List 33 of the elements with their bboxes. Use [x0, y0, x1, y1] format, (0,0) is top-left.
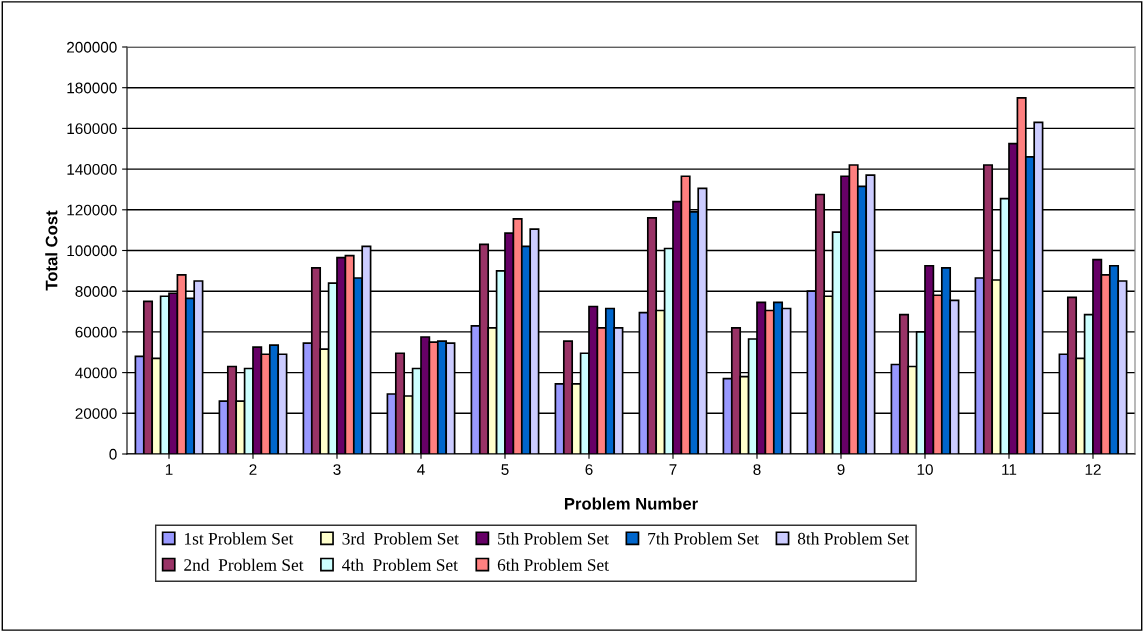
- x-tick-label: 10: [917, 464, 933, 475]
- x-tick-label: 6: [585, 464, 593, 475]
- legend-label: 8th Problem Set: [797, 532, 910, 545]
- y-axis-title: Total Cost: [45, 210, 58, 291]
- x-tick-label: 3: [333, 464, 341, 475]
- x-tick-label: 4: [417, 464, 425, 475]
- y-tick-label: 160000: [67, 123, 117, 135]
- x-tick-label: 5: [501, 464, 509, 475]
- x-tick-label: 12: [1085, 464, 1101, 475]
- y-tick-label: 180000: [67, 82, 117, 94]
- y-tick-label: 200000: [67, 41, 117, 53]
- legend-label: 5th Problem Set: [498, 532, 609, 545]
- x-tick-label: 7: [669, 464, 677, 475]
- x-tick-label: 11: [1002, 464, 1017, 475]
- x-tick-label: 2: [249, 464, 257, 475]
- y-tick-label: 120000: [67, 204, 117, 216]
- legend-label: 3rd Problem Set: [342, 532, 459, 545]
- y-tick-label: 60000: [75, 326, 117, 338]
- y-tick-label: 20000: [75, 408, 117, 419]
- y-tick-label: 140000: [67, 163, 117, 175]
- x-axis-title: Problem Number: [564, 497, 698, 510]
- legend-label: 6th Problem Set: [497, 558, 609, 571]
- y-tick-label: 80000: [75, 286, 117, 297]
- legend-label: 7th Problem Set: [648, 532, 759, 545]
- y-tick-label: 100000: [67, 245, 117, 257]
- x-tick-label: 9: [837, 464, 845, 475]
- y-tick-label: 40000: [75, 367, 117, 379]
- legend-label: 4th Problem Set: [342, 558, 458, 571]
- legend-label: 1st Problem Set: [184, 532, 294, 545]
- x-tick-label: 1: [165, 464, 173, 475]
- y-tick-label: 0: [109, 448, 117, 460]
- x-tick-label: 8: [753, 464, 761, 475]
- legend-label: 2nd Problem Set: [184, 558, 304, 571]
